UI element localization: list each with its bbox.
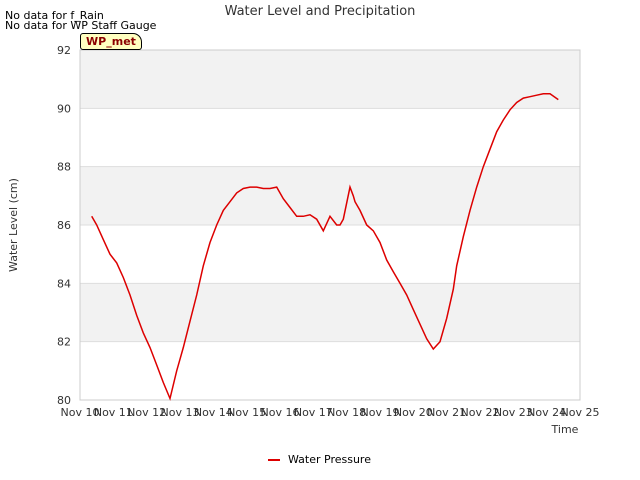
- x-tick-label: Nov 17: [294, 406, 333, 419]
- x-tick-label: Nov 24: [527, 406, 566, 419]
- plot-border: [79, 49, 581, 401]
- background-band: [80, 283, 580, 342]
- y-tick-label: 80: [57, 394, 71, 407]
- x-tick-label: Nov 12: [127, 406, 166, 419]
- x-tick-label: Nov 20: [394, 406, 433, 419]
- x-tick-label: Nov 21: [427, 406, 466, 419]
- station-label-badge: WP_met: [80, 33, 142, 50]
- x-tick-label: Nov 18: [327, 406, 366, 419]
- y-tick-label: 92: [57, 44, 71, 57]
- y-tick-labels: 80 82 84 86 88 90 92: [57, 44, 71, 407]
- y-tick-label: 86: [57, 219, 71, 232]
- plot-background: [80, 50, 580, 400]
- x-tick-label: Nov 16: [261, 406, 300, 419]
- x-tick-label: Nov 11: [94, 406, 133, 419]
- y-tick-label: 90: [57, 102, 71, 115]
- y-axis-label: Water Level (cm): [7, 178, 20, 272]
- x-tick-label: Nov 14: [194, 406, 233, 419]
- y-tick-label: 82: [57, 336, 71, 349]
- x-tick-label: Nov 10: [61, 406, 100, 419]
- y-tick-label: 84: [57, 277, 71, 290]
- legend-swatch-water-pressure: [268, 458, 280, 461]
- x-tick-label: Nov 19: [361, 406, 400, 419]
- no-data-note-staff-gauge: No data for WP Staff Gauge: [5, 19, 157, 32]
- chart-title: Water Level and Precipitation: [225, 4, 416, 19]
- x-axis-label: Time: [551, 423, 579, 436]
- no-data-note-rain: No data for f_Rain: [5, 9, 104, 22]
- legend-label-water-pressure: Water Pressure: [288, 453, 371, 466]
- background-band: [80, 108, 580, 167]
- background-band: [80, 225, 580, 284]
- x-tick-label: Nov 23: [494, 406, 533, 419]
- legend: Water Pressure: [268, 453, 371, 466]
- background-band: [80, 341, 580, 400]
- x-tick-label: Nov 13: [161, 406, 200, 419]
- x-tick-label: Nov 15: [227, 406, 266, 419]
- series-line-water-pressure: [91, 93, 559, 401]
- y-tick-label: 88: [57, 161, 71, 174]
- background-band: [80, 50, 580, 109]
- x-tick-label: Nov 25: [561, 406, 600, 419]
- x-tick-label: Nov 22: [461, 406, 500, 419]
